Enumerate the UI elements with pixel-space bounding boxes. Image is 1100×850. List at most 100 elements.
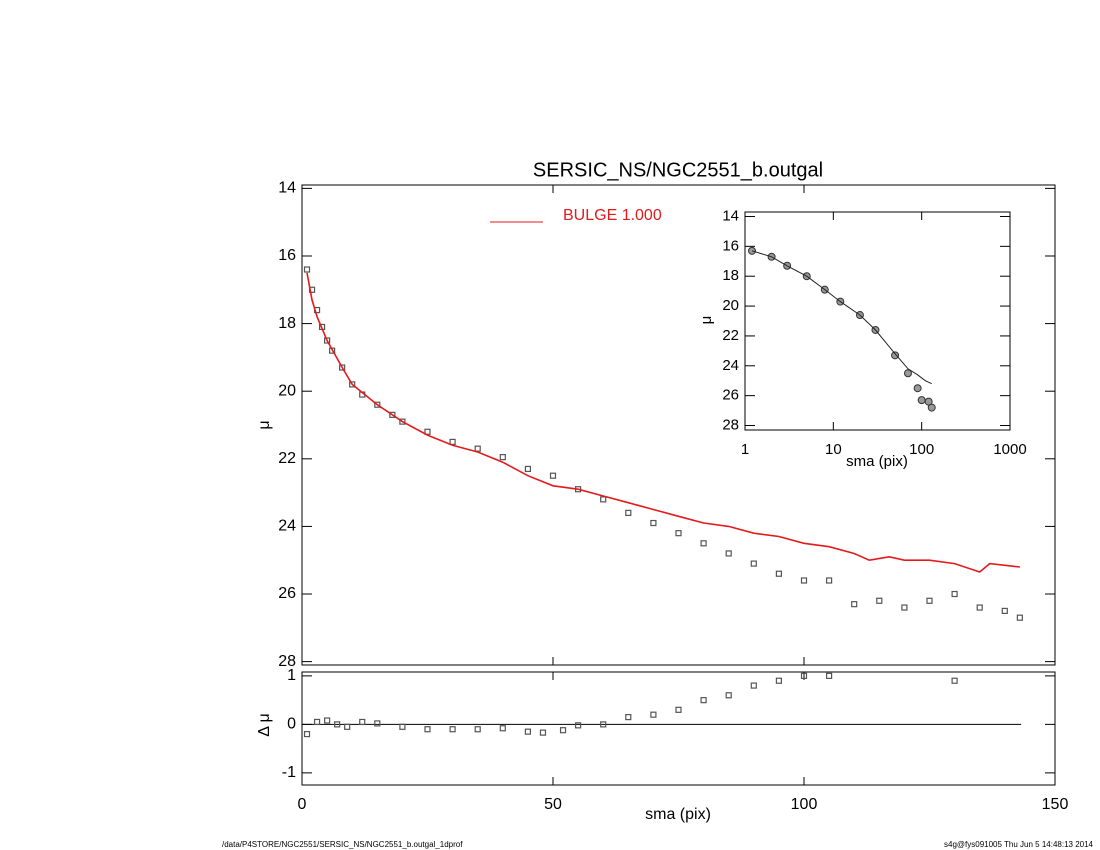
x-tick-label: 100 xyxy=(791,796,818,813)
data-point xyxy=(976,604,983,611)
data-point xyxy=(775,677,783,684)
footer-stamp: s4g@fys091005 Thu Jun 5 14:48:13 2014 xyxy=(944,840,1094,849)
data-point xyxy=(449,726,456,733)
y-tick-label: 16 xyxy=(278,247,296,264)
data-point xyxy=(700,540,707,547)
data-point xyxy=(399,418,406,425)
x-axis-label: sma (pix) xyxy=(645,806,711,823)
data-point xyxy=(913,384,922,393)
data-point xyxy=(499,454,506,461)
y-tick-label: 24 xyxy=(278,518,296,535)
data-point xyxy=(750,560,757,567)
data-point xyxy=(374,401,381,408)
data-point xyxy=(559,727,567,734)
data-point xyxy=(951,677,958,684)
data-point xyxy=(650,519,657,527)
data-point xyxy=(650,711,657,718)
data-point xyxy=(926,597,933,604)
data-point xyxy=(359,718,366,726)
x-tick-label: 150 xyxy=(1042,796,1069,813)
model-line xyxy=(751,250,932,385)
y-tick-label: 0 xyxy=(287,716,296,733)
data-point xyxy=(344,723,351,730)
data-point xyxy=(800,577,808,584)
data-point xyxy=(675,530,682,537)
y-tick-label: 22 xyxy=(278,450,296,467)
data-point xyxy=(399,723,406,730)
data-point xyxy=(549,472,557,479)
data-point xyxy=(524,465,532,473)
data-point xyxy=(600,496,607,503)
y-tick-label: 26 xyxy=(278,585,296,602)
data-point xyxy=(324,717,331,724)
model-line xyxy=(306,272,1020,573)
y-tick-label: 24 xyxy=(722,357,739,374)
data-point xyxy=(951,590,958,598)
data-point xyxy=(851,601,858,608)
y-axis-label: Δ μ xyxy=(256,713,273,736)
y-tick-label: 1 xyxy=(287,667,296,684)
legend-label: BULGE 1.000 xyxy=(563,207,662,224)
data-point xyxy=(625,509,632,516)
data-point xyxy=(313,718,321,726)
data-point xyxy=(775,570,783,577)
y-tick-label: 20 xyxy=(278,382,296,399)
x-tick-label: 10 xyxy=(825,441,842,458)
data-point xyxy=(349,381,356,388)
y-tick-label: 22 xyxy=(722,327,739,344)
data-point xyxy=(750,682,757,689)
data-point xyxy=(675,706,682,713)
data-point xyxy=(825,577,833,584)
data-point xyxy=(903,369,912,378)
footer-path: /data/P4STORE/NGC2551/SERSIC_NS/NGC2551_… xyxy=(222,840,463,849)
data-point xyxy=(474,445,481,452)
y-axis-label: μ xyxy=(698,316,715,325)
y-tick-label: 14 xyxy=(722,207,739,224)
data-point xyxy=(303,266,311,273)
y-tick-label: 28 xyxy=(278,653,296,670)
data-point xyxy=(424,726,431,733)
x-axis-label: sma (pix) xyxy=(846,453,908,470)
data-point xyxy=(389,411,396,418)
data-point xyxy=(303,730,311,738)
data-point xyxy=(700,697,707,704)
data-point xyxy=(539,729,547,736)
y-tick-label: 28 xyxy=(722,416,739,433)
chart-title: SERSIC_NS/NGC2551_b.outgal xyxy=(533,159,823,181)
data-point xyxy=(600,721,607,728)
data-point xyxy=(334,721,341,728)
data-point xyxy=(825,672,833,679)
data-point xyxy=(474,726,481,733)
data-point xyxy=(901,604,908,611)
plot-frame xyxy=(744,211,1011,431)
y-tick-label: 14 xyxy=(278,180,296,197)
data-point xyxy=(339,364,346,371)
data-point xyxy=(1016,614,1023,621)
y-tick-label: 26 xyxy=(722,387,739,404)
x-tick-label: 100 xyxy=(909,441,934,458)
y-tick-label: -1 xyxy=(282,764,296,781)
x-tick-label: 50 xyxy=(544,796,562,813)
y-tick-label: 16 xyxy=(722,237,739,254)
data-point xyxy=(499,725,506,732)
data-point xyxy=(876,597,883,604)
data-point xyxy=(324,337,331,344)
data-point xyxy=(625,714,632,721)
data-point xyxy=(374,720,381,727)
x-tick-label: 1 xyxy=(741,441,749,458)
y-tick-label: 18 xyxy=(722,267,739,284)
x-tick-label: 1000 xyxy=(993,441,1026,458)
y-tick-label: 20 xyxy=(722,297,739,314)
plot-frame xyxy=(301,671,1056,786)
data-point xyxy=(725,692,732,699)
data-point xyxy=(524,728,532,735)
data-point xyxy=(800,672,808,679)
plot-frame xyxy=(301,184,1056,666)
data-point xyxy=(449,438,456,446)
data-point xyxy=(917,396,926,405)
data-point xyxy=(725,550,732,557)
data-point xyxy=(927,403,936,412)
data-point xyxy=(574,722,582,729)
y-axis-label: μ xyxy=(256,420,273,429)
